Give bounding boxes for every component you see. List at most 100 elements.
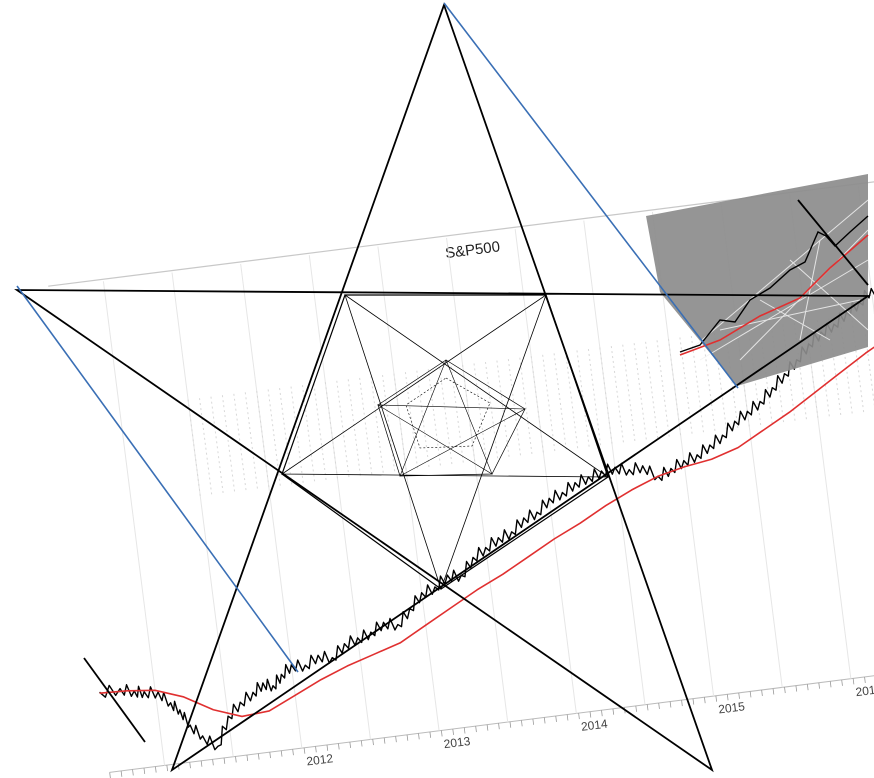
x-minor-tick (589, 711, 592, 718)
volume-dash-mark (279, 387, 293, 488)
x-minor-tick (486, 724, 489, 731)
x-minor-tick (646, 704, 649, 711)
fan-line (799, 239, 821, 341)
inner-star-2 (376, 359, 527, 477)
blue-line-right (443, 2, 739, 389)
x-minor-tick (406, 734, 409, 741)
gridline (171, 272, 234, 757)
x-minor-tick (132, 769, 134, 776)
volume-dash-mark (587, 348, 602, 449)
x-minor-tick (806, 684, 809, 691)
x-minor-tick (452, 728, 454, 735)
x-minor-tick (566, 714, 569, 721)
volume-dash-mark (473, 363, 488, 463)
volume-dash-mark (599, 347, 613, 447)
inner-pentagon (281, 294, 609, 590)
volume-dash-mark (187, 399, 202, 499)
x-minor-tick (463, 727, 466, 734)
volume-dash-mark (393, 373, 407, 473)
volume-dash-mark (267, 389, 282, 489)
x-minor-tick (749, 691, 752, 698)
x-minor-tick (772, 688, 775, 695)
volume-dash-mark (199, 398, 213, 498)
x-tick-label: 2012 (306, 751, 335, 768)
x-minor-tick (761, 689, 763, 696)
volume-dash-mark (530, 356, 545, 456)
volume-dash-mark (416, 370, 430, 470)
x-minor-tick (852, 678, 855, 685)
volume-dash-mark (702, 334, 716, 434)
gridline (583, 220, 646, 705)
volume-dash-mark (370, 376, 385, 476)
x-minor-tick (784, 687, 786, 694)
x-minor-tick (303, 747, 306, 754)
plot-bottom-axis (109, 656, 874, 773)
volume-dash-mark (645, 341, 659, 442)
volume-dash-mark (336, 380, 350, 481)
x-minor-tick (315, 746, 317, 753)
x-minor-tick (498, 723, 500, 730)
x-minor-tick (109, 772, 111, 778)
x-minor-tick (669, 701, 672, 708)
x-minor-tick (360, 740, 363, 747)
x-minor-tick (738, 692, 740, 699)
volume-dash-mark (553, 353, 568, 453)
gridline (240, 263, 303, 749)
volume-dash-mark (565, 351, 579, 452)
x-minor-tick (280, 750, 283, 757)
x-minor-tick (692, 698, 695, 705)
x-minor-tick (841, 679, 843, 686)
x-minor-tick (349, 741, 352, 749)
fan-line (719, 299, 861, 331)
volume-dash-mark (450, 366, 465, 466)
x-minor-tick (200, 760, 203, 767)
fan-line (759, 299, 831, 341)
x-minor-tick (269, 752, 271, 759)
x-minor-tick (292, 749, 294, 756)
volume-dash-mark (359, 377, 373, 478)
volume-dash-mark (301, 385, 316, 485)
volume-dash-mark (656, 340, 671, 440)
x-minor-tick (509, 721, 512, 728)
volume-dash-mark (633, 343, 648, 443)
x-minor-tick (440, 730, 443, 737)
fan-line (689, 199, 869, 351)
volume-dash-mark (519, 357, 533, 457)
x-minor-tick (223, 757, 226, 764)
x-minor-tick (246, 754, 249, 762)
gridline (308, 255, 371, 740)
x-minor-tick (257, 753, 260, 760)
blue-line-left (16, 285, 299, 673)
x-minor-tick (681, 700, 683, 707)
x-tick-label: 2016 (855, 682, 874, 699)
x-minor-tick (555, 715, 557, 722)
x-minor-tick (795, 685, 798, 692)
volume-dash-mark (210, 396, 224, 496)
gridline (446, 237, 509, 723)
fan-line (699, 259, 869, 361)
volume-dash-mark (427, 369, 442, 469)
gridline (102, 281, 166, 766)
x-minor-tick (635, 705, 637, 712)
x-minor-tick (532, 718, 535, 725)
x-tick-label: 2015 (717, 699, 746, 716)
x-minor-tick (155, 766, 157, 773)
x-minor-tick (543, 717, 546, 724)
x-minor-tick (601, 710, 603, 717)
volume-dash-mark (439, 367, 453, 468)
chart-title: S&P500 (444, 238, 501, 262)
volume-dash-mark (256, 390, 270, 491)
x-minor-tick (704, 697, 706, 704)
volume-dash-mark (290, 386, 305, 486)
x-tick-label: 2013 (443, 734, 472, 751)
x-minor-tick (521, 720, 523, 727)
x-minor-tick (326, 744, 329, 751)
x-minor-tick (658, 702, 660, 709)
volume-dash-mark (347, 379, 362, 479)
x-minor-tick (612, 708, 615, 715)
x-minor-tick (212, 759, 214, 766)
x-minor-tick (418, 733, 420, 740)
overlay-ma-line (679, 234, 869, 356)
x-minor-tick (372, 739, 374, 746)
